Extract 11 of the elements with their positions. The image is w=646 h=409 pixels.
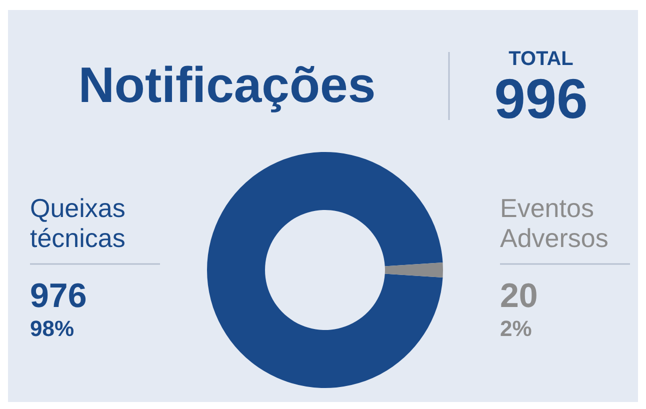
slice-label: Eventos Adversos (500, 193, 608, 253)
donut-slice (207, 152, 443, 388)
chart-title: Notificações (78, 57, 376, 113)
data-label: 20 (500, 277, 538, 315)
donut-slice (384, 262, 443, 278)
slice-label: Queixas técnicas (30, 193, 126, 253)
data-label: 976 (30, 277, 87, 315)
text: TOTAL (508, 48, 574, 70)
text: 98% (30, 316, 74, 341)
text: 2% (500, 316, 532, 341)
text: 996 (494, 67, 588, 130)
